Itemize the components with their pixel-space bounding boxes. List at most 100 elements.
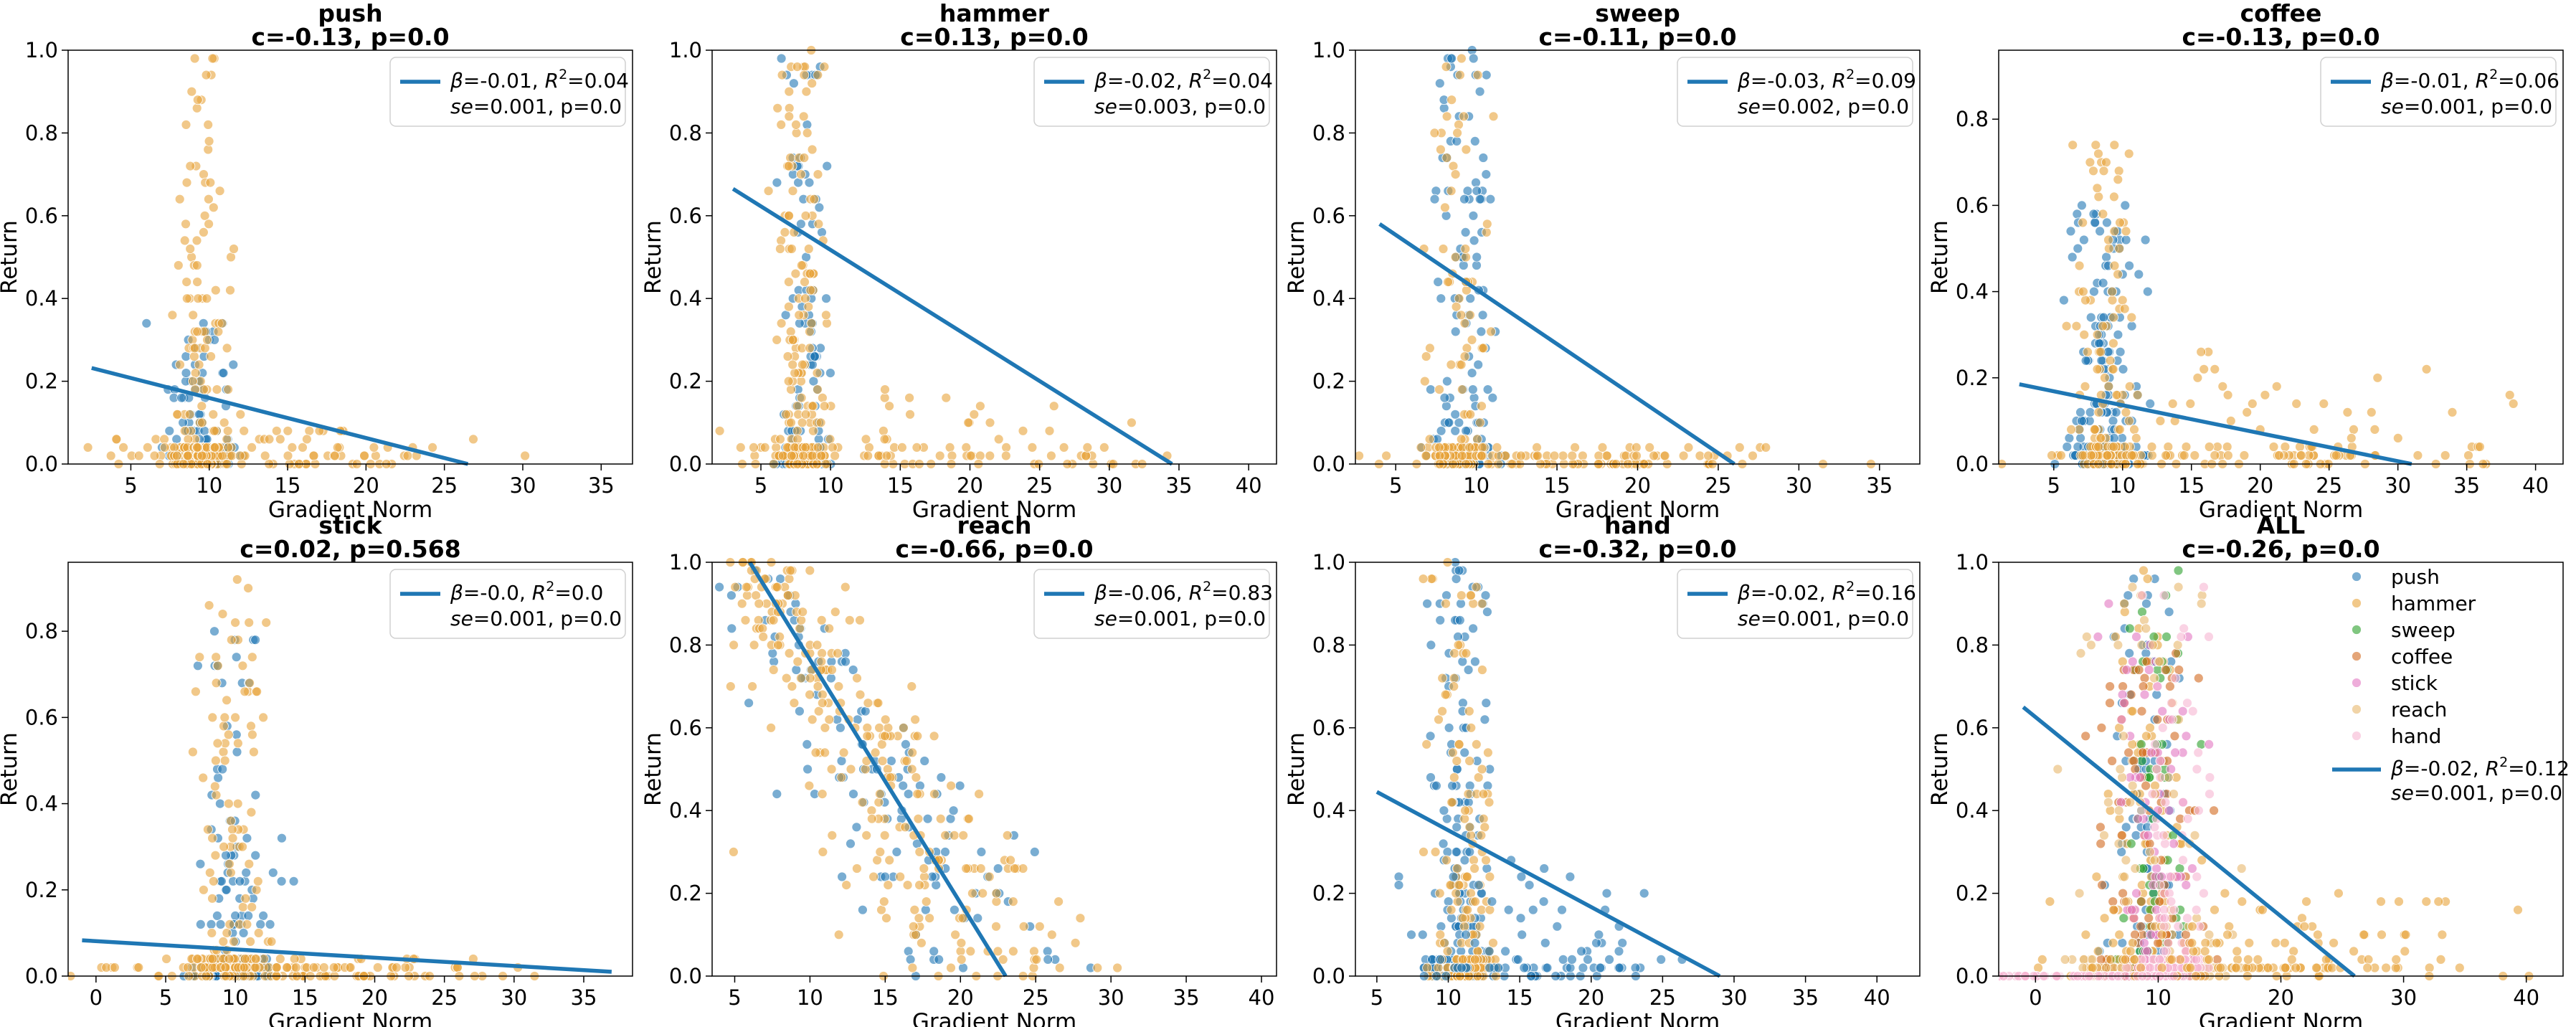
point-hammer (1434, 888, 1445, 899)
point-sweep (2126, 838, 2136, 849)
point-hammer (751, 590, 761, 601)
y-tick-label: 0.6 (669, 716, 702, 740)
point-push (288, 876, 299, 886)
point-push (1471, 177, 1481, 188)
point-hammer (2296, 450, 2306, 460)
point-push (1457, 962, 1467, 973)
point-stick (2116, 797, 2126, 808)
point-push (1481, 169, 1492, 180)
point-hammer (2454, 962, 2465, 973)
point-hammer (961, 863, 972, 874)
point-hammer (1459, 921, 1469, 932)
point-hammer (1567, 450, 1578, 461)
point-hammer (861, 434, 871, 445)
point-hand (2147, 789, 2158, 799)
point-hammer (1460, 805, 1470, 816)
point-hammer (237, 661, 248, 671)
point-coffee (2126, 689, 2136, 700)
point-hammer (2329, 937, 2339, 948)
point-hammer (2349, 946, 2359, 957)
point-reach (2119, 871, 2130, 882)
point-hammer (196, 962, 207, 972)
point-push (826, 673, 836, 683)
point-push (813, 434, 824, 445)
point-push (1482, 384, 1493, 394)
point-hammer (1477, 450, 1487, 461)
point-push (1452, 764, 1462, 775)
point-hammer (1081, 450, 1092, 461)
point-hammer (1429, 128, 1440, 138)
point-hammer (1601, 450, 1612, 461)
point-push (1558, 955, 1568, 965)
point-hammer (520, 450, 530, 461)
point-push (242, 833, 252, 843)
point-hammer (400, 962, 411, 972)
legend: β=-0.0, R2=0.0se=0.001, p=0.0 (389, 569, 626, 639)
point-hammer (1464, 706, 1474, 716)
point-hammer (929, 731, 939, 742)
y-tick-label: 0.0 (25, 452, 58, 476)
point-hammer (202, 824, 213, 835)
point-push (1417, 929, 1428, 940)
point-hammer (919, 871, 929, 882)
x-tick-label: 10 (2109, 473, 2136, 498)
point-push (2140, 235, 2151, 245)
point-hammer (975, 401, 985, 412)
point-hammer (1472, 434, 1482, 445)
point-hammer (237, 901, 248, 912)
point-hammer (1355, 450, 1364, 461)
point-hammer (846, 764, 856, 775)
point-hammer (2121, 407, 2131, 417)
point-hammer (204, 219, 214, 229)
point-hand (2149, 822, 2160, 833)
point-hammer (2119, 303, 2130, 314)
point-push (2064, 433, 2075, 443)
point-hammer (1443, 277, 1453, 288)
point-push (230, 911, 241, 921)
point-hammer (1468, 598, 1479, 609)
point-push (1656, 955, 1667, 965)
point-reach (2169, 789, 2179, 799)
point-hammer (1456, 310, 1467, 321)
point-hammer (809, 194, 820, 204)
y-tick-label: 0.8 (1312, 120, 1345, 145)
point-push (1487, 392, 1498, 403)
point-hammer (2085, 157, 2096, 168)
point-stick (2144, 665, 2154, 675)
point-push (1476, 326, 1487, 337)
x-tick-label: 40 (2522, 473, 2549, 498)
x-axis-label: Gradient Norm (1555, 497, 1720, 523)
point-push (851, 822, 862, 833)
point-push (1441, 590, 1452, 601)
point-hammer (1018, 921, 1029, 932)
point-hand (2160, 797, 2171, 808)
x-tick-label: 15 (872, 985, 899, 1010)
point-hammer (816, 450, 827, 461)
legend-fit-stats: β=-0.06, R2=0.83 (1094, 579, 1273, 605)
point-hammer (371, 450, 381, 461)
point-push (1393, 871, 1404, 882)
point-hammer (209, 781, 220, 792)
point-hammer (2359, 929, 2369, 940)
point-hammer (427, 442, 437, 453)
point-push (1583, 955, 1593, 965)
point-hammer (827, 830, 838, 841)
point-push (1393, 880, 1404, 890)
point-hammer (1001, 442, 1011, 453)
y-axis-label: Return (0, 732, 22, 806)
point-hammer (246, 807, 257, 818)
point-push (221, 884, 232, 895)
x-tick-label: 5 (728, 985, 741, 1010)
point-hammer (2093, 946, 2103, 957)
point-hammer (1464, 822, 1475, 833)
point-hammer (879, 830, 890, 841)
point-hammer (192, 95, 203, 105)
point-hammer (2114, 243, 2125, 254)
point-hand (2187, 706, 2198, 716)
point-push (972, 913, 983, 924)
y-tick-label: 1.0 (1312, 38, 1345, 62)
point-push (1436, 425, 1446, 436)
x-tick-label: 40 (1249, 985, 1275, 1010)
